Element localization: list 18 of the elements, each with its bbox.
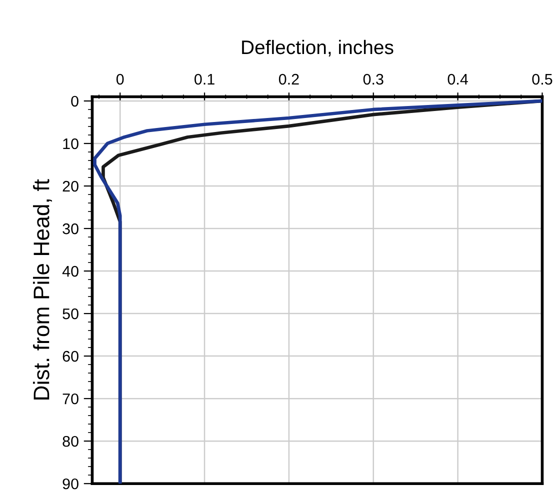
y-tick-label: 80: [62, 436, 78, 447]
x-tick-label: 0.5: [532, 74, 552, 85]
y-tick-label: 0: [71, 96, 78, 107]
y-tick-label: 10: [63, 138, 78, 150]
y-tick-label: 90: [62, 478, 78, 490]
x-tick-label: 0.2: [278, 74, 299, 85]
y-tick-label: 30: [62, 223, 78, 234]
y-tick-label: 20: [62, 180, 78, 192]
y-tick-label: 50: [62, 308, 78, 320]
y-axis-title: Dist. from Pile Head, ft: [33, 179, 52, 400]
x-tick-label: 0.3: [363, 74, 384, 85]
y-tick-label: 60: [62, 350, 78, 362]
x-tick-label: 0.4: [448, 74, 468, 85]
x-tick-label: 0: [116, 74, 124, 85]
x-axis-title: Deflection, inches: [242, 40, 394, 56]
x-tick-label: 0.1: [194, 74, 214, 85]
y-tick-label: 40: [62, 266, 78, 277]
y-tick-label: 70: [62, 393, 78, 404]
